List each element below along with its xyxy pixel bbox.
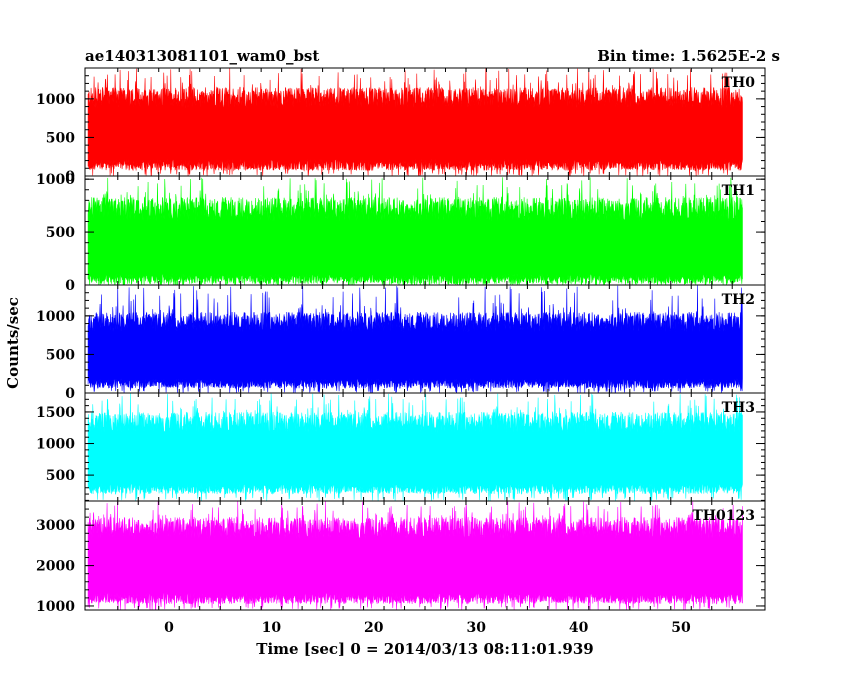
panel-label-th0: TH0 <box>722 75 756 91</box>
y-tick-label: 1000 <box>36 599 75 615</box>
series-th1-line <box>87 177 743 285</box>
y-tick-label: 1000 <box>36 172 75 188</box>
x-tick-label: 0 <box>164 620 174 636</box>
y-tick-label: 1500 <box>36 405 75 421</box>
chart-title: ae140313081101_wam0_bst <box>85 47 319 65</box>
y-tick-label: 500 <box>46 225 75 241</box>
panel-th2: 0 500 1000 TH2 <box>36 284 766 402</box>
x-axis: 0 10 20 30 40 50 <box>164 620 691 636</box>
bin-time-label: Bin time: 1.5625E-2 s <box>597 47 780 65</box>
x-tick-label: 10 <box>262 620 282 636</box>
y-tick-label: 1000 <box>36 309 75 325</box>
y-tick-label: 0 <box>65 386 75 402</box>
series-th0123-line <box>87 501 743 610</box>
panel-th0123: 1000 2000 3000 TH0123 <box>36 500 766 615</box>
x-tick-label: 40 <box>569 620 589 636</box>
series-th0-line <box>87 68 743 176</box>
x-tick-label: 50 <box>671 620 691 636</box>
series-th2-line <box>87 285 743 393</box>
y-tick-label: 0 <box>65 169 75 185</box>
panel-th1: 0 500 1000 TH1 <box>36 172 766 294</box>
y-tick-label: 500 <box>46 468 75 484</box>
y-axis-label: Counts/sec <box>4 297 22 389</box>
y-tick-label: 500 <box>46 347 75 363</box>
panel-th0: 0 500 1000 TH0 <box>36 67 766 185</box>
panel-label-th3: TH3 <box>722 400 755 416</box>
y-tick-label: 1000 <box>36 437 75 453</box>
y-tick-label: 0 <box>65 278 75 294</box>
y-tick-label: 2000 <box>36 559 75 575</box>
panel-label-th1: TH1 <box>722 183 755 199</box>
series-th3-line <box>87 393 743 501</box>
panel-th3: 500 1000 1500 TH3 <box>36 392 766 502</box>
x-tick-label: 20 <box>364 620 384 636</box>
x-tick-label: 30 <box>466 620 486 636</box>
y-tick-label: 1000 <box>36 92 75 108</box>
x-axis-label: Time [sec] 0 = 2014/03/13 08:11:01.939 <box>256 640 593 658</box>
panel-label-th0123: TH0123 <box>692 508 755 524</box>
panels-group: 0 500 1000 TH0 0 500 1000 TH1 0 500 1000 TH2 500 1000… <box>36 67 766 615</box>
panel-label-th2: TH2 <box>722 292 755 308</box>
y-tick-label: 3000 <box>36 518 75 534</box>
y-tick-label: 500 <box>46 130 75 146</box>
